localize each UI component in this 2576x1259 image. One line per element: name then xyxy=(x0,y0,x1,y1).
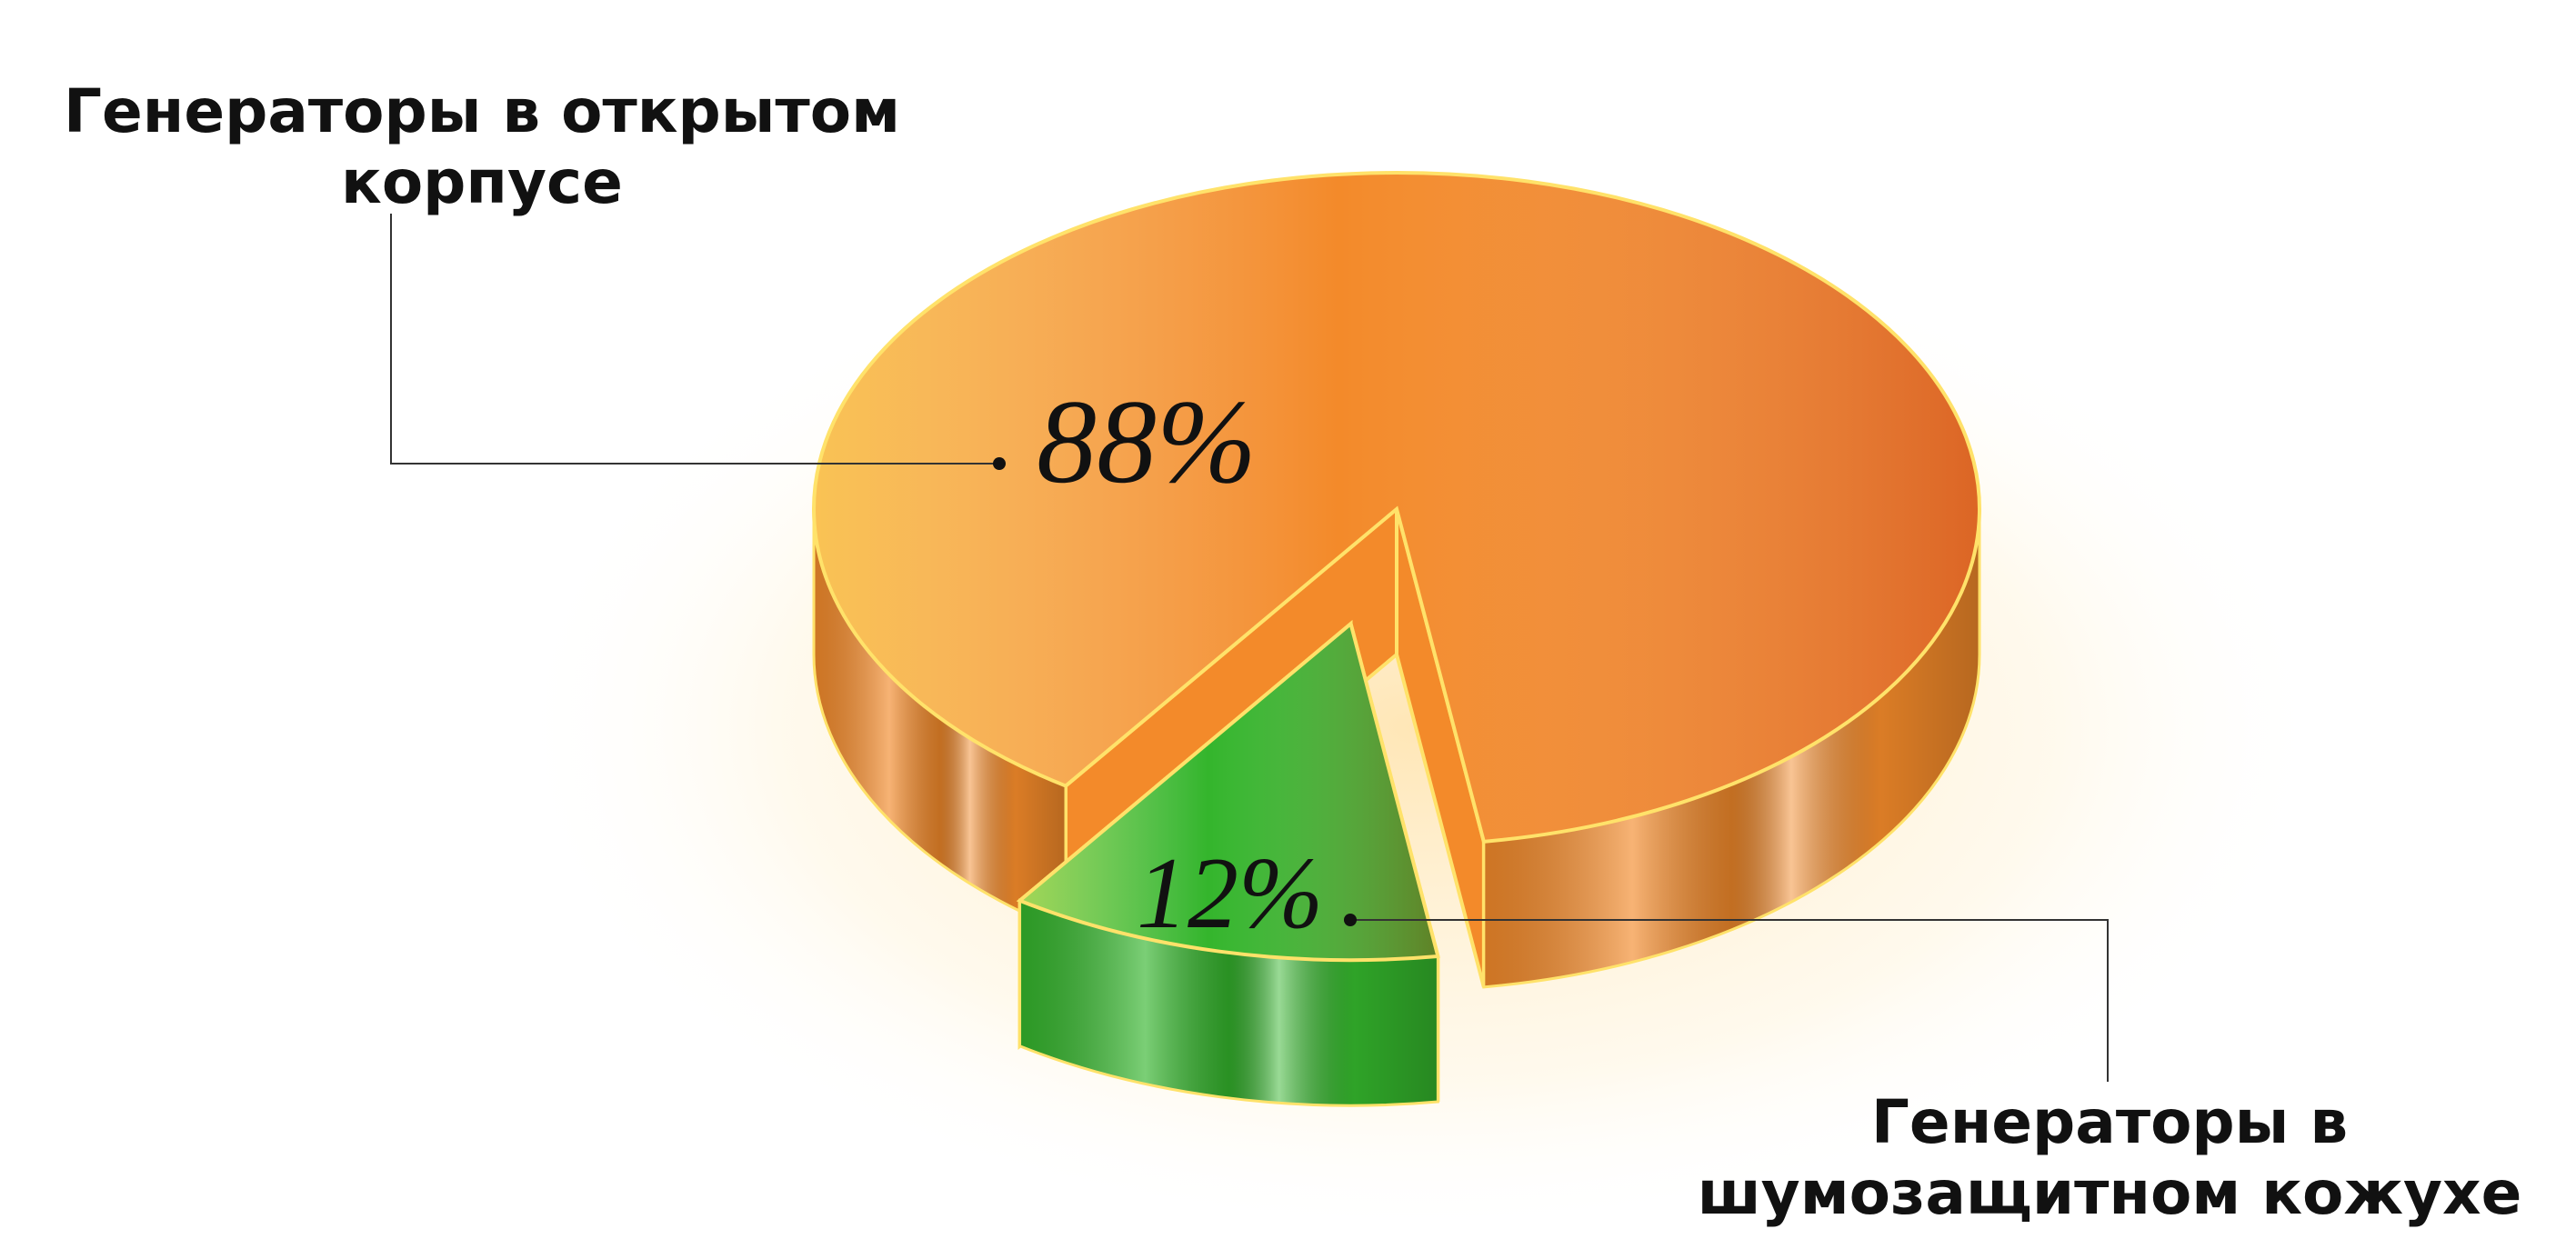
category-label: Генераторы в шумозащитном кожухе xyxy=(1697,1087,2522,1228)
leader-dot xyxy=(1344,914,1357,926)
pie xyxy=(812,171,1981,1107)
value-label: 88% xyxy=(1037,375,1257,508)
slice-shade xyxy=(812,171,1981,844)
category-label: Генераторы в открытом корпусе xyxy=(63,76,901,217)
slice-shade xyxy=(1016,620,1440,963)
leader-line xyxy=(390,214,999,465)
labels: 88% 12% xyxy=(390,214,2109,1082)
leader-dot xyxy=(993,457,1006,470)
leader-line xyxy=(1350,919,2109,1082)
value-label: 12% xyxy=(1137,837,1323,950)
